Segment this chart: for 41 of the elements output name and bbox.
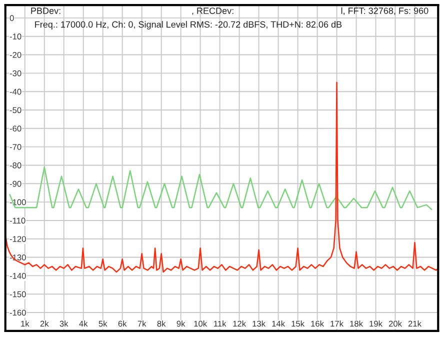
y-tick-label: -150	[10, 291, 26, 298]
y-tick-label: -20	[10, 52, 22, 58]
y-tick-label: -80	[10, 162, 22, 168]
x-tick-label: 4k	[79, 320, 88, 327]
y-tick-label: -30	[10, 70, 22, 76]
y-tick-label: -10	[10, 34, 22, 40]
x-tick-label: 19k	[370, 320, 382, 327]
annotation: Freq.: 17000.0 Hz, Ch: 0, Signal Level RMS: -20.72 dBFS, THD+N: 82.06 dB	[35, 21, 342, 30]
y-tick-label: -40	[10, 88, 22, 95]
y-tick-label: -140	[10, 272, 26, 279]
x-tick-label: 15k	[292, 320, 305, 327]
x-tick-label: 12k	[233, 320, 246, 327]
y-tick-label: -160	[10, 310, 26, 316]
x-tick-label: 10k	[194, 320, 208, 327]
x-tick-label: 6k	[118, 320, 127, 327]
y-tick-label: 0	[10, 15, 14, 22]
x-tick-label: 7k	[138, 320, 146, 327]
x-tick-label: 14k	[272, 320, 286, 327]
annotation: l, FFT: 32768, Fs: 960	[341, 7, 428, 16]
x-tick-label: 5k	[98, 320, 108, 327]
annotation: PBDev:	[31, 8, 60, 14]
y-tick-label: -110	[10, 218, 26, 224]
x-tick-label: 8k	[157, 320, 166, 327]
x-tick-label: 16k	[311, 320, 324, 327]
x-tick-label: 2k	[40, 320, 49, 327]
y-tick-label: -90	[10, 180, 22, 187]
y-tick-label: -70	[10, 144, 22, 150]
x-tick-label: 3k	[60, 320, 68, 327]
x-tick-label: 21k	[408, 320, 422, 327]
x-tick-label: 13k	[252, 320, 266, 327]
line-series	[5, 82, 438, 273]
x-tick-label: 18k	[350, 320, 363, 327]
x-tick-label: 20k	[388, 320, 402, 327]
annotation: , RECDev:	[192, 8, 234, 16]
x-tick-label: 17k	[330, 320, 344, 327]
x-tick-label: 9k	[176, 320, 186, 327]
x-tick-label: 11k	[214, 320, 226, 327]
y-tick-label: -50	[10, 107, 22, 114]
y-tick-label: -120	[10, 236, 26, 242]
x-tick-label: 1k	[21, 320, 30, 327]
y-tick-label: -60	[10, 126, 22, 132]
